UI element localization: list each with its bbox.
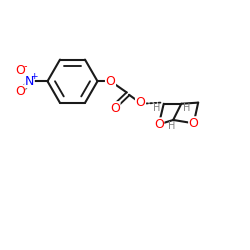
Text: O: O [189,117,198,130]
Text: H: H [168,121,176,131]
Text: O: O [15,64,25,77]
Text: N: N [25,75,34,88]
Text: -: - [24,61,27,71]
Text: H: H [153,103,160,113]
Text: +: + [30,72,38,81]
Text: O: O [15,85,25,98]
Text: O: O [110,102,120,115]
Text: O: O [154,118,164,131]
Text: H: H [183,103,190,113]
Text: O: O [136,96,145,109]
Text: O: O [106,75,116,88]
